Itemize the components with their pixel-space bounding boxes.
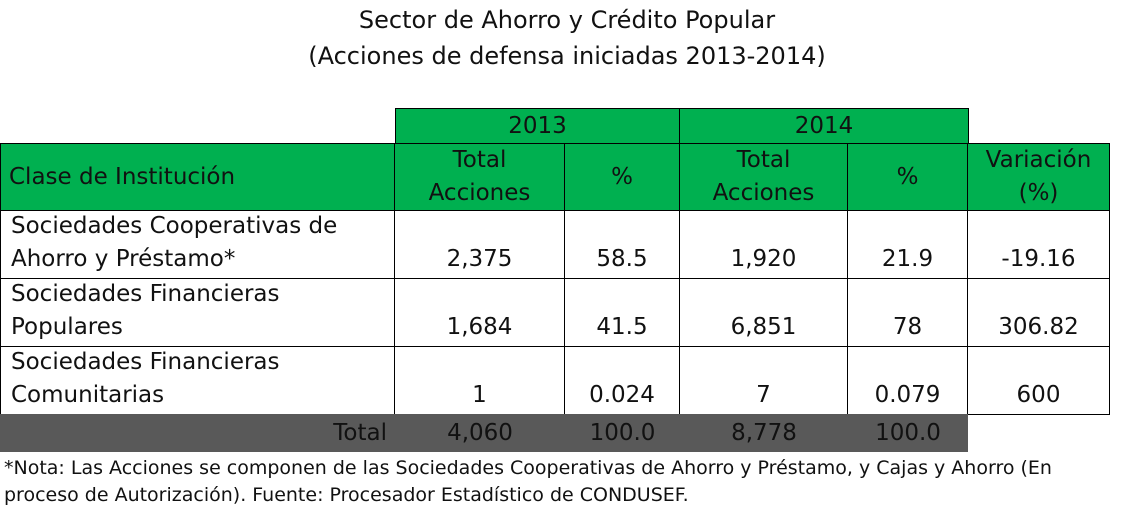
row-label: Sociedades Financieras Populares	[0, 278, 395, 347]
row-label: Sociedades Cooperativas de Ahorro y Prés…	[0, 210, 395, 279]
table-cell: 1	[394, 346, 565, 415]
year-header: 2014	[679, 108, 969, 144]
table-cell: 2,375	[394, 210, 565, 279]
total-cell: 4,060	[447, 419, 513, 446]
column-header: Variación (%)	[967, 143, 1110, 211]
table-cell: 0.024	[564, 346, 680, 415]
total-row	[0, 414, 968, 452]
table-cell: 58.5	[564, 210, 680, 279]
column-header: Clase de Institución	[0, 143, 395, 211]
table-cell: -19.16	[967, 210, 1110, 279]
column-header: Total Acciones	[679, 143, 848, 211]
table-cell: 600	[967, 346, 1110, 415]
row-label: Sociedades Financieras Comunitarias	[0, 346, 395, 415]
column-header: %	[847, 143, 968, 211]
table-cell: 1,684	[394, 278, 565, 347]
total-cell: 100.0	[589, 419, 656, 446]
column-header: Total Acciones	[394, 143, 565, 211]
total-label: Total	[333, 419, 387, 446]
table-cell: 0.079	[847, 346, 968, 415]
column-header: %	[564, 143, 680, 211]
subtitle: (Acciones de defensa iniciadas 2013-2014…	[308, 42, 826, 70]
table-cell: 6,851	[679, 278, 848, 347]
total-cell: 8,778	[731, 419, 797, 446]
table-cell: 78	[847, 278, 968, 347]
note: *Nota: Las Acciones se componen de las S…	[4, 457, 1052, 506]
table-cell: 7	[679, 346, 848, 415]
table-cell: 21.9	[847, 210, 968, 279]
table-cell: 306.82	[967, 278, 1110, 347]
total-cell: 100.0	[875, 419, 941, 446]
table-cell: 41.5	[564, 278, 680, 347]
table-cell: 1,920	[679, 210, 848, 279]
title: Sector de Ahorro y Crédito Popular	[358, 6, 776, 34]
year-header: 2013	[395, 108, 680, 144]
